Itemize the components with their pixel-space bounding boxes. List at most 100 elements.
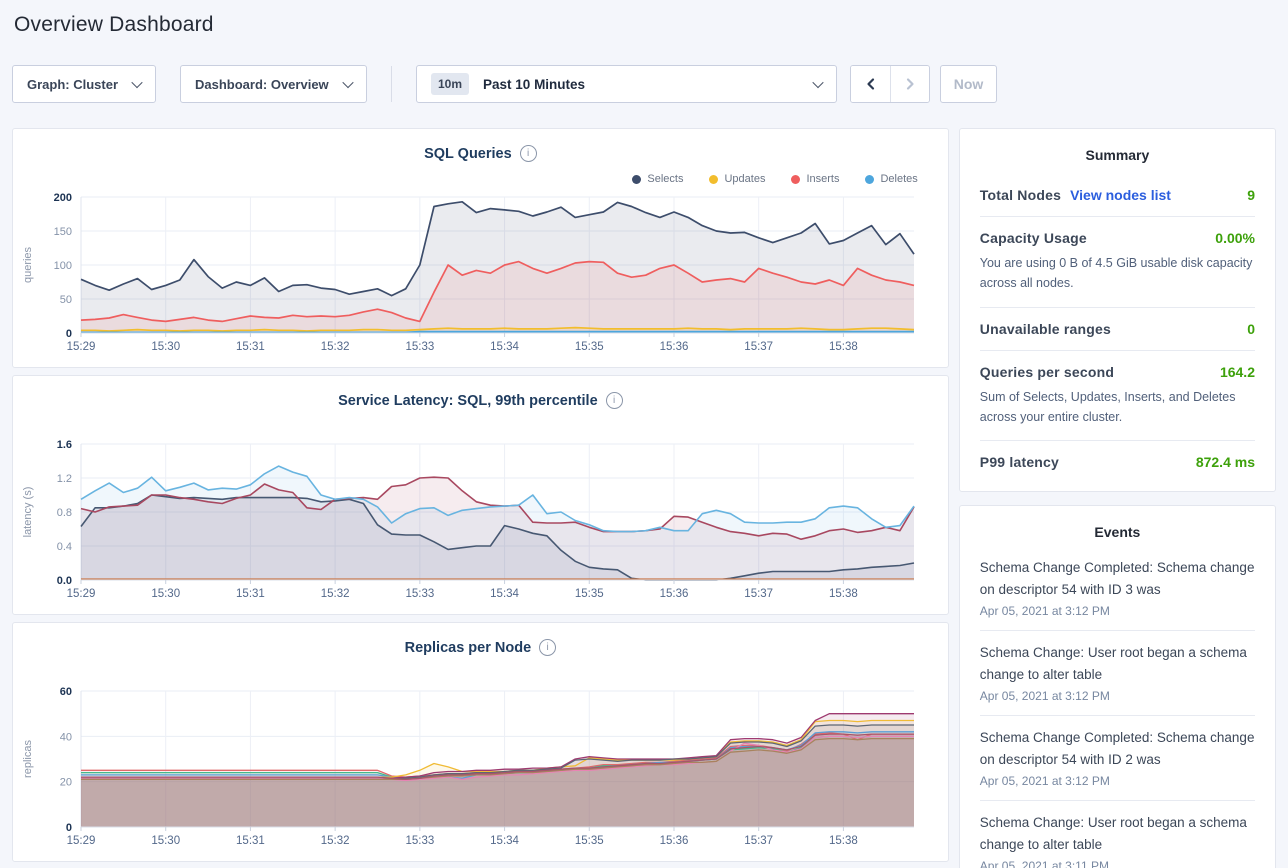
now-button[interactable]: Now	[940, 65, 997, 103]
service-latency-plot[interactable]: 15:29 15:30 15:31 15:32 15:33 15:34 15:35 15:36…	[18, 438, 949, 606]
controls-bar: Graph: Cluster Dashboard: Overview 10m P…	[12, 64, 1276, 104]
summary-value: 0.00%	[1215, 230, 1255, 246]
svg-text:15:31: 15:31	[236, 588, 265, 600]
divider	[979, 306, 1255, 308]
svg-text:15:32: 15:32	[321, 835, 350, 847]
charts-column: SQL Queries Selects Updates Inserts Deletes…	[12, 128, 949, 862]
info-icon[interactable]	[605, 392, 623, 409]
graph-dropdown[interactable]: Graph: Cluster	[12, 65, 156, 103]
svg-text:15:29: 15:29	[67, 588, 96, 600]
event-timestamp: Apr 05, 2021 at 3:12 PM	[979, 689, 1110, 703]
chevron-right-icon	[906, 78, 914, 90]
svg-text:15:30: 15:30	[151, 835, 180, 847]
svg-text:15:30: 15:30	[151, 341, 180, 353]
svg-text:15:31: 15:31	[236, 835, 265, 847]
summary-row-p99-latency: P99 latency 872.4 ms	[980, 454, 1255, 470]
events-card: Events Schema Change Completed: Schema c…	[958, 505, 1276, 868]
divider	[979, 349, 1255, 351]
svg-text:15:36: 15:36	[660, 341, 689, 353]
chart-card-service-latency: Service Latency: SQL, 99th percentile 15…	[12, 375, 949, 615]
svg-text:15:29: 15:29	[67, 835, 96, 847]
summary-label: Capacity Usage	[979, 230, 1087, 246]
next-range-button[interactable]	[890, 66, 929, 102]
event-message: Schema Change Completed: Schema change o…	[979, 560, 1255, 597]
legend-dot-icon	[865, 174, 875, 184]
divider	[979, 216, 1255, 217]
svg-text:1.6: 1.6	[57, 439, 72, 451]
svg-text:15:38: 15:38	[829, 588, 858, 600]
event-item: Schema Change Completed: Schema change o…	[979, 716, 1255, 801]
overview-dashboard-page: Overview Dashboard Graph: Cluster Dashbo…	[0, 13, 1288, 868]
event-message: Schema Change Completed: Schema change o…	[979, 730, 1255, 767]
svg-text:100: 100	[54, 260, 72, 272]
info-icon[interactable]	[519, 145, 537, 162]
summary-row-total-nodes: Total Nodes View nodes list 9	[980, 187, 1255, 203]
chart-title: SQL Queries	[424, 145, 512, 162]
event-timestamp: Apr 05, 2021 at 3:12 PM	[979, 604, 1110, 618]
sidebar-column: Summary Total Nodes View nodes list 9 Ca…	[958, 128, 1276, 868]
event-item: Schema Change: User root began a schema …	[980, 801, 1255, 868]
dashboard-dropdown-label: Dashboard: Overview	[195, 76, 329, 92]
chart-card-sql-queries: SQL Queries Selects Updates Inserts Deletes…	[12, 128, 949, 368]
svg-text:15:35: 15:35	[575, 341, 604, 353]
svg-text:queries: queries	[22, 246, 34, 283]
event-timestamp: Apr 05, 2021 at 3:12 PM	[979, 774, 1110, 788]
svg-text:15:35: 15:35	[575, 588, 604, 600]
legend-item: Deletes	[865, 173, 918, 185]
legend-item: Updates	[709, 173, 765, 185]
legend-dot-icon	[709, 174, 719, 184]
svg-text:0: 0	[66, 822, 72, 834]
chart-header: Replicas per Node	[13, 639, 948, 656]
svg-text:latency (s): latency (s)	[22, 487, 34, 538]
svg-text:15:36: 15:36	[660, 835, 689, 847]
svg-text:15:37: 15:37	[744, 588, 773, 600]
summary-row-queries-per-second: Queries per second 164.2	[980, 364, 1255, 380]
prev-range-button[interactable]	[851, 66, 890, 102]
legend-item: Inserts	[791, 173, 839, 185]
event-item: Schema Change: User root began a schema …	[979, 631, 1255, 716]
svg-text:0.0: 0.0	[57, 575, 72, 587]
sql-queries-plot[interactable]: 15:29 15:30 15:31 15:32 15:33 15:34 15:35 15:36…	[18, 191, 949, 359]
svg-text:15:32: 15:32	[321, 588, 350, 600]
summary-subtext: Sum of Selects, Updates, Inserts, and De…	[979, 389, 1236, 424]
chevron-down-icon	[342, 76, 354, 89]
summary-row-capacity-usage: Capacity Usage 0.00%	[980, 230, 1255, 246]
svg-text:0: 0	[66, 328, 72, 340]
svg-text:15:35: 15:35	[575, 835, 604, 847]
graph-dropdown-label: Graph: Cluster	[27, 76, 119, 92]
chevron-down-icon	[812, 76, 824, 89]
replicas-per-node-plot[interactable]: 15:29 15:30 15:31 15:32 15:33 15:34 15:35 15:36…	[18, 685, 949, 853]
svg-text:15:34: 15:34	[490, 835, 519, 847]
info-icon[interactable]	[539, 639, 557, 656]
svg-text:15:31: 15:31	[236, 341, 265, 353]
summary-card: Summary Total Nodes View nodes list 9 Ca…	[958, 128, 1276, 492]
svg-text:0.4: 0.4	[57, 541, 72, 553]
svg-text:15:33: 15:33	[405, 341, 434, 353]
legend-dot-icon	[791, 174, 801, 184]
svg-text:15:37: 15:37	[744, 835, 773, 847]
svg-text:50: 50	[60, 294, 72, 306]
summary-label: Total Nodes	[979, 187, 1062, 203]
summary-value: 9	[1247, 187, 1255, 203]
time-nav-group	[850, 65, 930, 103]
svg-text:15:36: 15:36	[660, 588, 689, 600]
svg-text:15:38: 15:38	[829, 341, 858, 353]
time-range-selector[interactable]: 10m Past 10 Minutes	[416, 65, 837, 103]
svg-text:15:34: 15:34	[490, 588, 519, 600]
main-content: SQL Queries Selects Updates Inserts Deletes…	[12, 128, 1276, 868]
chart-title: Replicas per Node	[404, 639, 532, 656]
svg-text:15:29: 15:29	[67, 341, 96, 353]
view-nodes-list-link[interactable]: View nodes list	[1070, 187, 1171, 203]
dashboard-dropdown[interactable]: Dashboard: Overview	[180, 65, 367, 103]
svg-text:replicas: replicas	[22, 740, 34, 778]
summary-value: 164.2	[1219, 363, 1255, 380]
legend-item: Selects	[632, 173, 683, 185]
legend-dot-icon	[632, 174, 642, 184]
svg-text:200: 200	[54, 192, 72, 204]
summary-label: Queries per second	[979, 363, 1115, 380]
svg-text:20: 20	[60, 777, 72, 789]
svg-text:15:30: 15:30	[151, 588, 180, 600]
svg-text:40: 40	[60, 731, 72, 743]
summary-label: P99 latency	[979, 454, 1060, 470]
event-message: Schema Change: User root began a schema …	[979, 815, 1247, 852]
